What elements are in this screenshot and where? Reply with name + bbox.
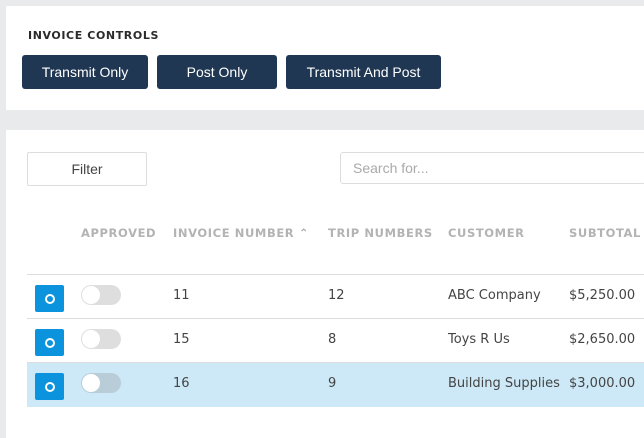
subtotal: $2,650.00 (569, 332, 636, 347)
circle-icon (44, 337, 55, 348)
header-subtotal[interactable]: SUBTOTAL (569, 226, 641, 240)
invoice-number: 16 (173, 376, 190, 391)
invoice-number: 15 (173, 332, 190, 347)
header-label: INVOICE NUMBER (173, 226, 295, 240)
subtotal: $5,250.00 (569, 288, 636, 303)
toggle-knob (82, 374, 100, 392)
header-customer[interactable]: CUSTOMER (448, 226, 525, 240)
trip-numbers: 12 (328, 288, 345, 303)
header-invoice-number[interactable]: INVOICE NUMBER ⌃ (173, 226, 309, 240)
invoice-controls-panel: INVOICE CONTROLS Transmit Only Post Only… (6, 6, 644, 110)
invoice-table-panel: Filter Search for... APPROVED INVOICE NU… (6, 130, 644, 438)
header-approved[interactable]: APPROVED (81, 226, 157, 240)
post-only-button[interactable]: Post Only (157, 55, 277, 89)
search-input[interactable]: Search for... (340, 152, 644, 184)
sort-up-icon: ⌃ (298, 226, 310, 240)
approved-toggle[interactable] (81, 373, 121, 393)
table-row[interactable]: 11 12 ABC Company $5,250.00 (27, 274, 644, 319)
toggle-knob (82, 286, 100, 304)
header-trip-numbers[interactable]: TRIP NUMBERS (328, 226, 433, 240)
filter-button[interactable]: Filter (27, 152, 147, 186)
customer: Building Supplies (448, 376, 560, 391)
table-row[interactable]: 15 8 Toys R Us $2,650.00 (27, 318, 644, 363)
row-select-button[interactable] (35, 285, 64, 312)
transmit-and-post-button[interactable]: Transmit And Post (286, 55, 441, 89)
approved-toggle[interactable] (81, 329, 121, 349)
subtotal: $3,000.00 (569, 376, 636, 391)
circle-icon (44, 381, 55, 392)
row-select-button[interactable] (35, 373, 64, 400)
invoice-number: 11 (173, 288, 190, 303)
transmit-only-button[interactable]: Transmit Only (22, 55, 148, 89)
section-title: INVOICE CONTROLS (28, 29, 159, 42)
trip-numbers: 8 (328, 332, 337, 347)
circle-icon (44, 293, 55, 304)
approved-toggle[interactable] (81, 285, 121, 305)
customer: ABC Company (448, 288, 541, 303)
customer: Toys R Us (448, 332, 510, 347)
trip-numbers: 9 (328, 376, 337, 391)
row-select-button[interactable] (35, 329, 64, 356)
toggle-knob (82, 330, 100, 348)
table-row[interactable]: 16 9 Building Supplies $3,000.00 (27, 362, 644, 407)
